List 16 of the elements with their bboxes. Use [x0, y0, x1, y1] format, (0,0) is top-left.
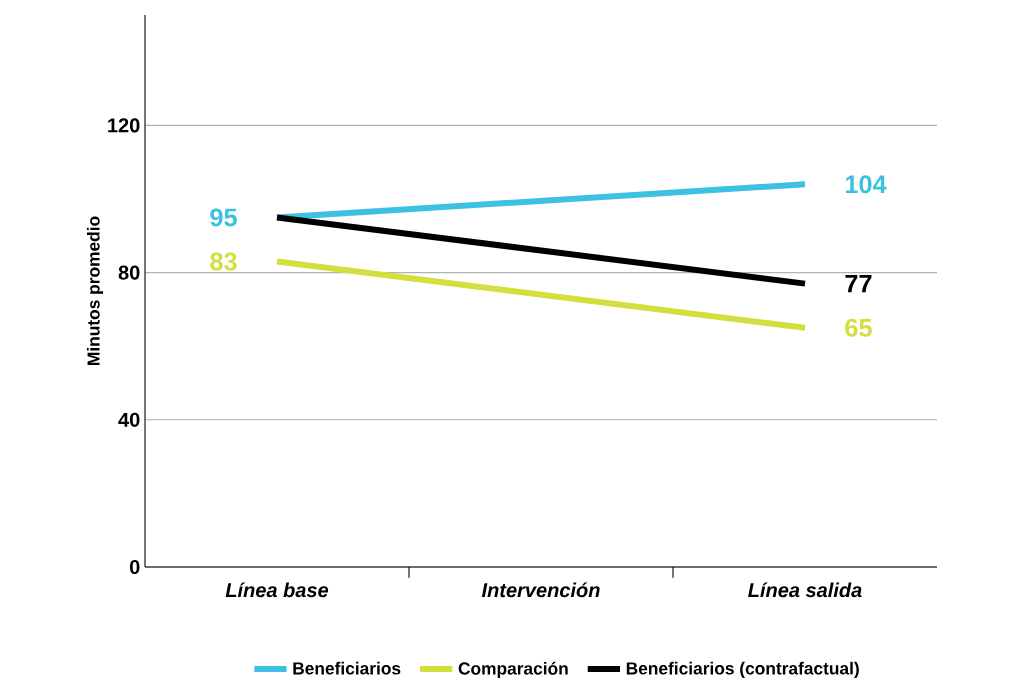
x-tick-label: Intervención [481, 582, 600, 598]
legend-label: Beneficiarios (contrafactual) [626, 661, 859, 678]
y-tick-label: 120 [108, 118, 140, 133]
y-tick-label: 0 [129, 559, 140, 575]
y-tick-label: 80 [118, 265, 140, 280]
data-label: 65 [845, 318, 872, 337]
data-label: 77 [845, 274, 872, 293]
y-tick-label: 40 [118, 412, 140, 427]
legend-label: Comparación [458, 661, 568, 679]
y-axis-title: Minutos promedio [86, 216, 104, 365]
data-label: 95 [210, 208, 237, 227]
x-tick-label: Línea base [225, 582, 329, 598]
data-label: 104 [845, 175, 887, 194]
data-label: 83 [210, 252, 237, 271]
legend-label: Beneficiarios [293, 661, 401, 675]
x-tick-label: Línea salida [748, 582, 862, 598]
